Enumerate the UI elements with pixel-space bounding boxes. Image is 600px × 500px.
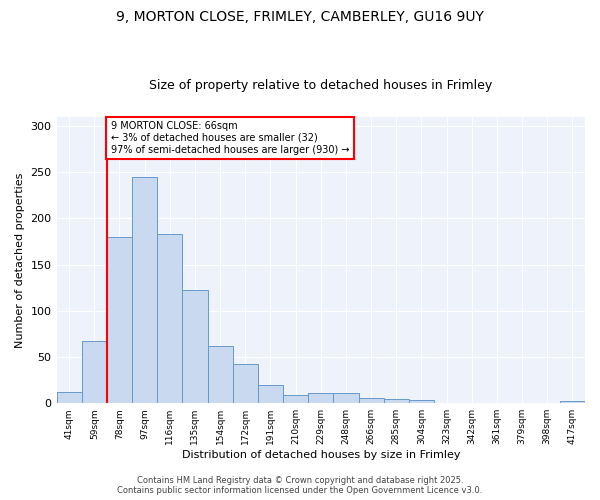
Y-axis label: Number of detached properties: Number of detached properties — [15, 172, 25, 348]
Text: 9, MORTON CLOSE, FRIMLEY, CAMBERLEY, GU16 9UY: 9, MORTON CLOSE, FRIMLEY, CAMBERLEY, GU1… — [116, 10, 484, 24]
Bar — [157, 234, 182, 403]
Text: 9 MORTON CLOSE: 66sqm
← 3% of detached houses are smaller (32)
97% of semi-detac: 9 MORTON CLOSE: 66sqm ← 3% of detached h… — [110, 122, 349, 154]
Bar — [132, 177, 157, 403]
Title: Size of property relative to detached houses in Frimley: Size of property relative to detached ho… — [149, 79, 493, 92]
Bar — [107, 237, 132, 403]
Bar — [283, 395, 308, 403]
Bar — [182, 290, 208, 403]
Bar — [208, 346, 233, 403]
Bar — [233, 364, 258, 403]
Text: Contains HM Land Registry data © Crown copyright and database right 2025.
Contai: Contains HM Land Registry data © Crown c… — [118, 476, 482, 495]
Bar — [56, 392, 82, 403]
Bar — [560, 402, 585, 403]
Bar — [383, 398, 409, 403]
Bar — [82, 342, 107, 403]
Bar — [409, 400, 434, 403]
Bar — [359, 398, 383, 403]
Bar — [258, 384, 283, 403]
Bar — [334, 393, 359, 403]
Bar — [308, 393, 334, 403]
X-axis label: Distribution of detached houses by size in Frimley: Distribution of detached houses by size … — [182, 450, 460, 460]
